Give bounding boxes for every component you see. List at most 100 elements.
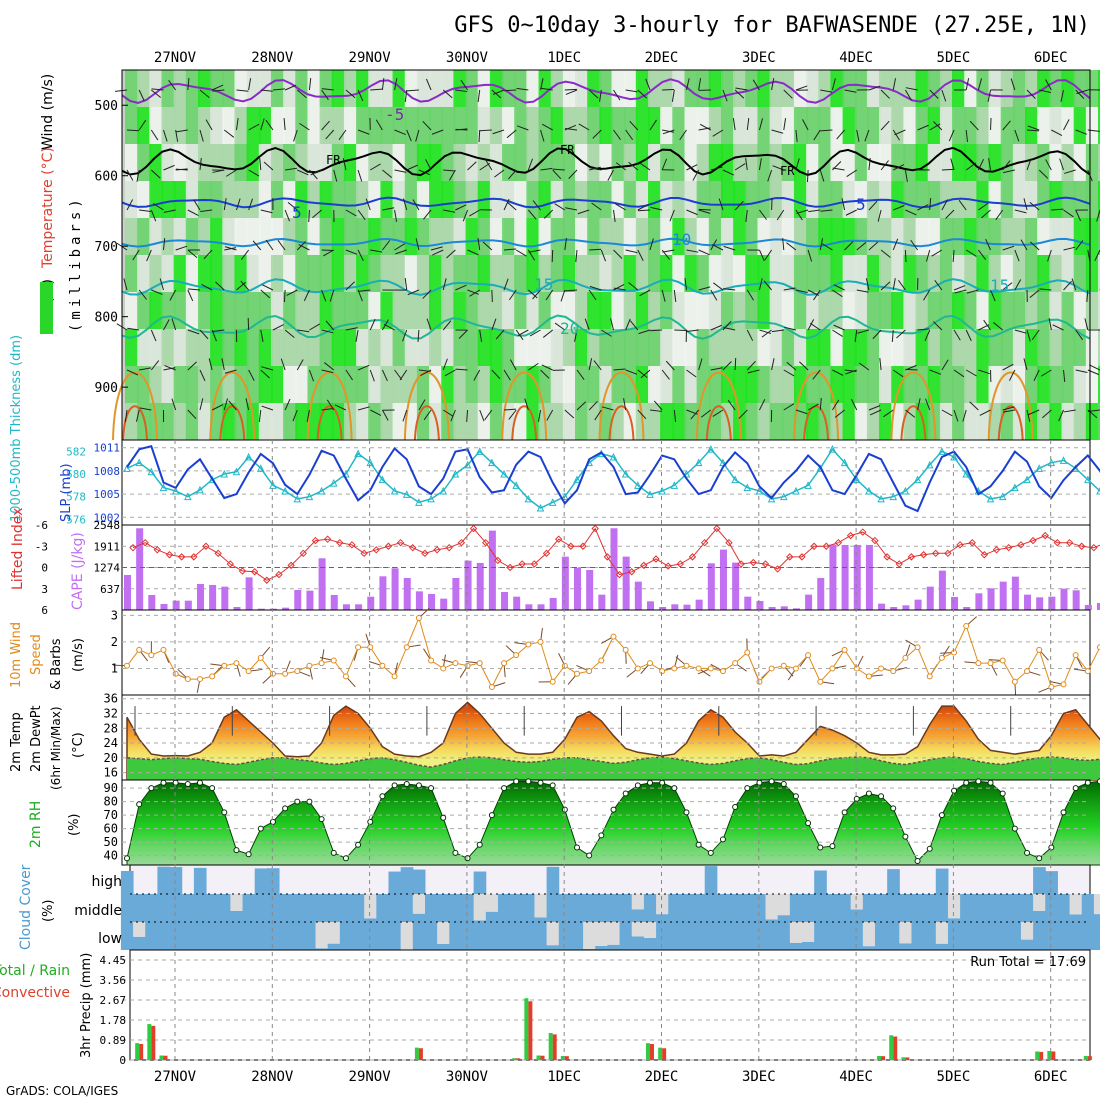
lifted-index-point — [141, 539, 149, 547]
rh-cell — [210, 181, 225, 218]
wind-barb — [381, 409, 389, 421]
wind-barb — [124, 409, 128, 422]
rh-cell — [185, 403, 200, 440]
rh-cell — [806, 292, 821, 329]
rh-cell — [526, 218, 541, 255]
cape-bar — [890, 606, 898, 610]
cloud-bar — [120, 894, 134, 922]
rh-cell — [1085, 403, 1100, 440]
rh-cell — [927, 144, 942, 181]
rh-cell — [611, 292, 626, 329]
thickness-point — [123, 464, 131, 472]
precip-total-bar — [645, 1043, 650, 1060]
wind-barb — [954, 289, 967, 294]
cloud-bar — [1069, 922, 1083, 950]
lifted-index-point — [530, 560, 539, 568]
wind-barb — [552, 168, 565, 171]
cloud-bar — [169, 894, 183, 922]
cloud-bar — [133, 936, 146, 950]
cloud-bar — [327, 894, 341, 922]
rh-cell — [1098, 329, 1100, 366]
cloud-bar — [291, 894, 304, 922]
lifted-index-point — [883, 553, 891, 561]
cloud-gap — [437, 922, 450, 944]
precip-convective-bar — [662, 1048, 667, 1060]
rh-cell — [331, 255, 346, 292]
cape-bar — [574, 567, 582, 610]
wind-speed-point — [780, 662, 787, 669]
wind-barb — [965, 162, 977, 171]
rh-cell — [599, 329, 614, 366]
cloud-gap — [412, 894, 426, 914]
isotherm-30 — [705, 405, 732, 441]
rh-cell — [745, 366, 760, 403]
wind-barb — [326, 399, 335, 411]
rh-cell — [733, 292, 748, 329]
isotherm-label-15b: 15 — [990, 276, 1009, 295]
wind-barb — [515, 249, 527, 257]
rh-point — [245, 851, 252, 858]
rh-cell — [733, 144, 748, 181]
rh-cell — [453, 70, 468, 107]
wind-barb — [639, 289, 651, 297]
rh-point — [622, 790, 629, 797]
wind-barb — [444, 369, 456, 377]
wind-barb — [872, 329, 882, 340]
rh-cell — [1085, 292, 1100, 329]
rh-cell — [173, 107, 188, 144]
cloud-bar — [1033, 867, 1046, 894]
wind-barb — [904, 249, 907, 263]
cloud-bar — [729, 922, 742, 950]
rh-cell — [660, 144, 675, 181]
temp-tick-label: 32 — [104, 706, 118, 720]
wind-barb — [653, 400, 663, 411]
rh-cell — [647, 255, 663, 292]
wind-barb — [163, 164, 175, 171]
cloud-bar — [497, 922, 511, 950]
thickness-point — [512, 481, 521, 489]
rh-cell — [1085, 181, 1100, 218]
rh-cell — [538, 218, 553, 255]
rh-cell — [915, 107, 930, 144]
wind-barb — [722, 169, 735, 176]
rh-cell — [623, 218, 638, 255]
wind-barb — [718, 198, 724, 211]
wind-barb — [941, 359, 949, 371]
rh-cell — [733, 255, 748, 292]
wind-barb — [877, 209, 882, 222]
lifted-index-point — [640, 561, 648, 570]
thickness-point — [889, 492, 898, 501]
cape-bar — [1060, 588, 1068, 610]
rh-cell — [769, 218, 784, 255]
rh-cell — [806, 218, 821, 255]
cape-bar — [659, 606, 667, 610]
rh-cell — [149, 255, 164, 292]
wind-barb — [223, 398, 229, 411]
wind-barb — [679, 129, 687, 141]
rh-tick-label: 90 — [104, 781, 118, 795]
rh-cell — [708, 329, 723, 366]
lifted-index-point — [567, 542, 575, 550]
wind-barb — [200, 209, 213, 213]
cape-bar — [318, 558, 326, 610]
wind-barb — [953, 369, 965, 378]
rh-cell — [368, 403, 383, 440]
wind-barb — [795, 129, 798, 142]
cloud-bar — [461, 922, 475, 950]
wind-barb — [645, 78, 651, 91]
rh-cell — [903, 181, 918, 218]
rh-cell — [185, 144, 200, 181]
rh-cell — [757, 403, 772, 440]
rh-cell — [295, 255, 310, 292]
rh-cell — [891, 366, 906, 403]
rh-cell — [197, 329, 213, 366]
rh-cell — [757, 366, 772, 403]
wind-speed-point — [501, 660, 508, 667]
lifted-index-point — [190, 553, 198, 561]
rh-cell — [125, 70, 140, 107]
rh-cell — [879, 144, 894, 181]
thickness-point — [427, 494, 435, 503]
wind-barb — [132, 249, 140, 261]
rh-cell — [830, 218, 845, 255]
rh-cell — [502, 292, 517, 329]
